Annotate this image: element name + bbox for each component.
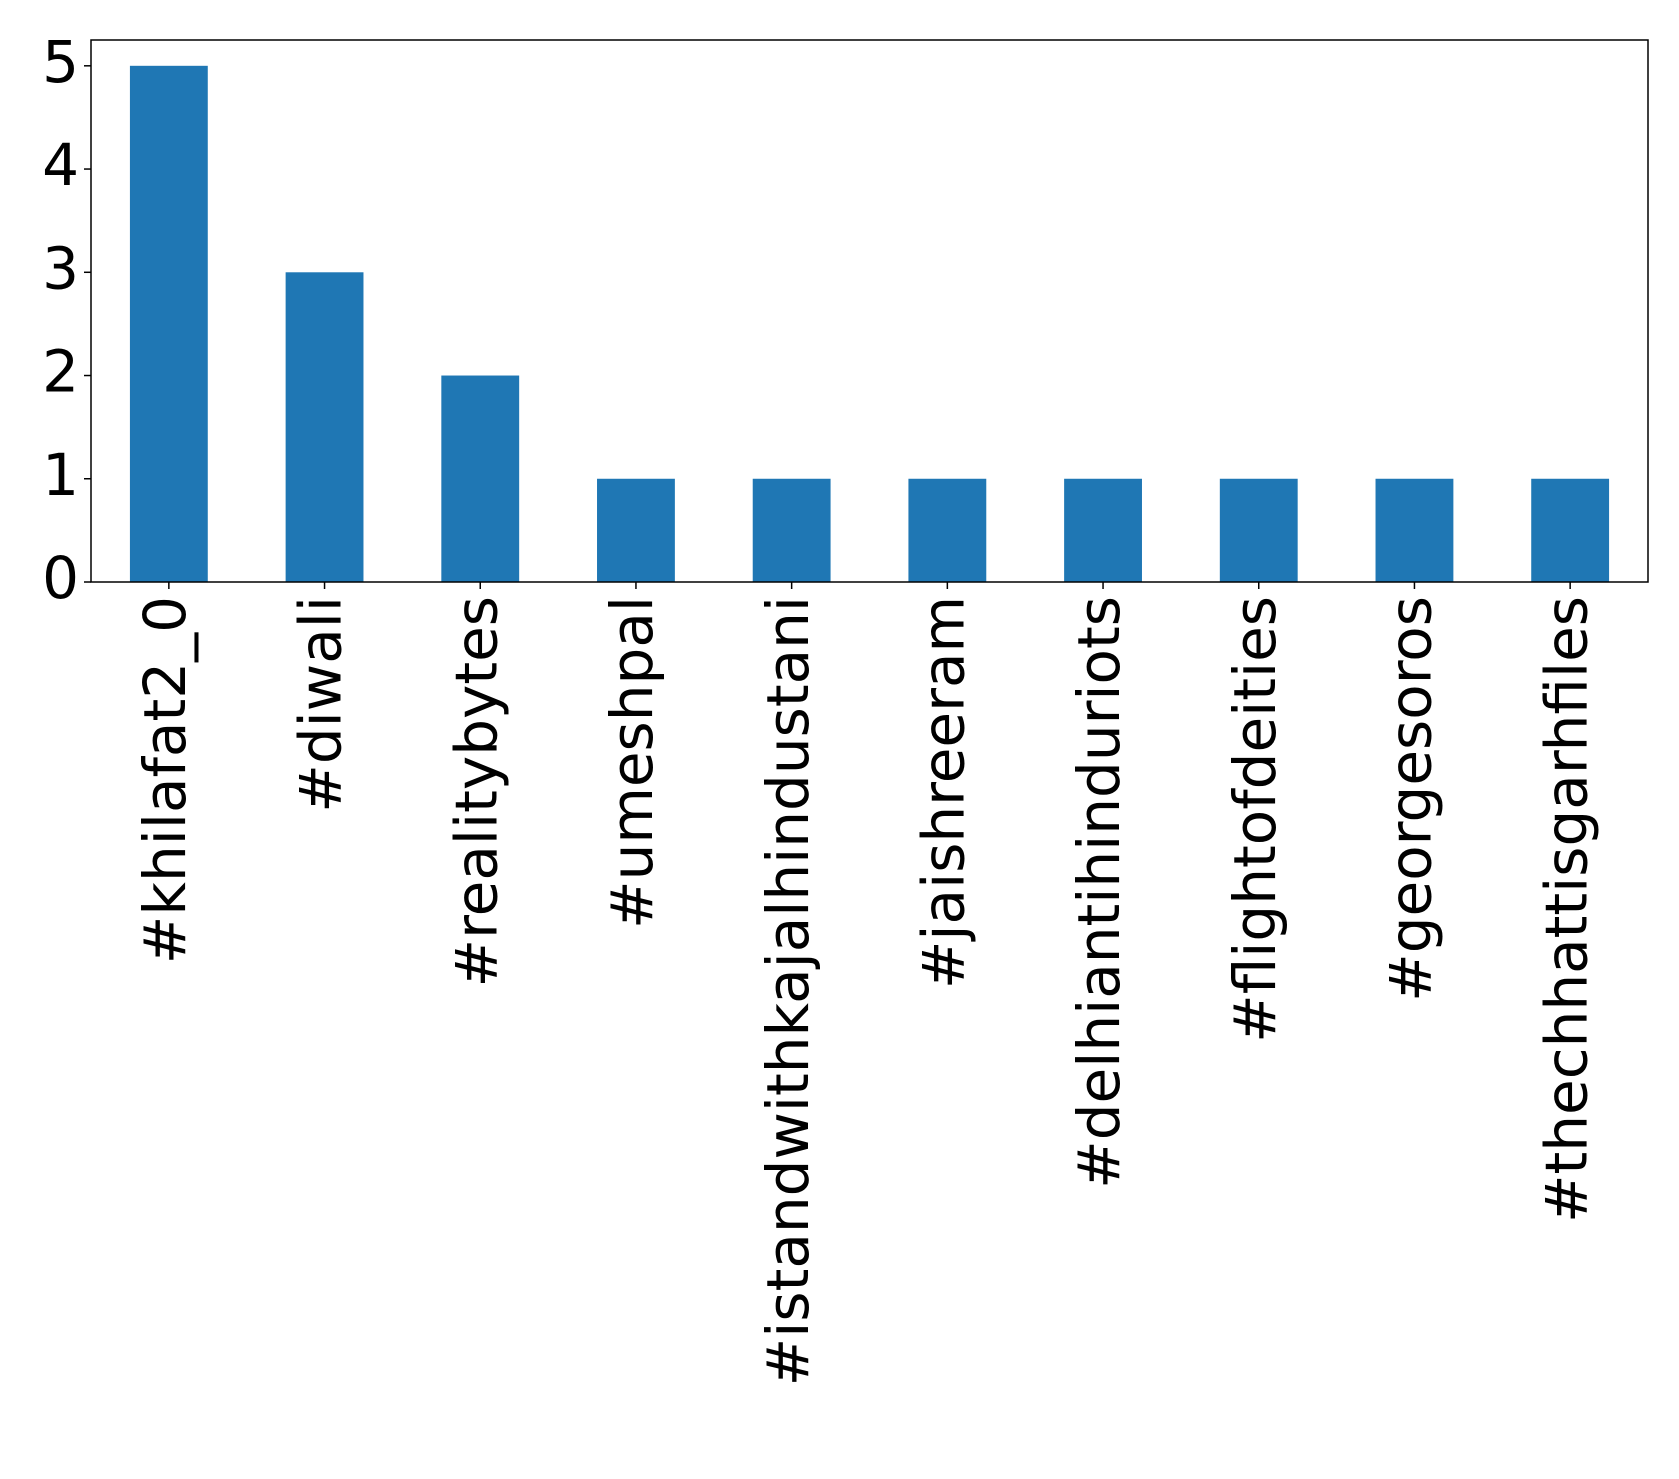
x-tick-label: #thechhattisgarhfiles [1532, 596, 1600, 1223]
bar [441, 375, 520, 582]
axes-frame [90, 39, 1649, 583]
bar [1531, 478, 1610, 582]
bar [285, 272, 364, 582]
y-tick-label: 2 [42, 338, 79, 406]
y-tick-label: 1 [42, 441, 79, 509]
y-tick-label: 0 [42, 544, 79, 612]
bar [1064, 478, 1142, 582]
x-tick-label: #flightofdeities [1221, 596, 1289, 1043]
bar [908, 478, 987, 582]
y-tick-label: 4 [42, 131, 79, 199]
x-tick-label: #delhiantihinduriots [1065, 596, 1133, 1189]
bar [752, 478, 831, 582]
bar [1375, 478, 1454, 582]
bar [129, 65, 208, 583]
bar [597, 478, 675, 582]
x-tick-label: #jaishreeram [909, 596, 977, 989]
x-tick-label: #umeshpal [598, 596, 666, 929]
x-tick-label: #khilafat2_0 [131, 596, 199, 964]
x-tick-label: #diwali [287, 596, 355, 813]
y-tick-label: 3 [42, 234, 79, 302]
bar [1219, 478, 1298, 582]
y-tick-label: 5 [42, 28, 79, 96]
x-tick-label: #istandwithkajalhindustani [754, 596, 822, 1386]
x-tick-label: #realitybytes [442, 596, 510, 987]
x-tick-label: #georgesoros [1377, 596, 1445, 1002]
